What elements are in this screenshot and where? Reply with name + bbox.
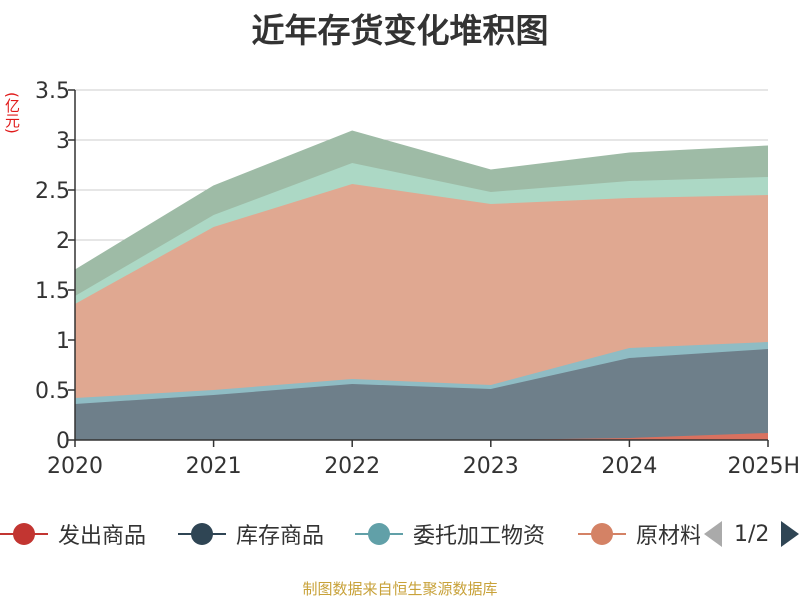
area-series-1 <box>75 349 768 440</box>
legend-label: 发出商品 <box>58 524 147 549</box>
legend-next-page-icon[interactable] <box>781 521 800 547</box>
data-source-note: 制图数据来自恒生聚源数据库 <box>302 580 498 598</box>
legend-marker <box>355 522 403 546</box>
legend-marker <box>0 522 48 546</box>
legend-label: 原材料 <box>636 524 703 549</box>
area-series-4 <box>75 163 768 304</box>
x-tick-label: 2021 <box>186 454 242 479</box>
y-axis-label: (亿元) <box>3 92 21 134</box>
area-series-5 <box>75 131 768 296</box>
x-tick-label: 2023 <box>463 454 519 479</box>
x-tick-label: 2020 <box>47 454 103 479</box>
x-tick-label: 2024 <box>601 454 657 479</box>
series-line-5 <box>74 130 769 271</box>
x-tick-label: 2022 <box>324 454 380 479</box>
legend-item-consigned-processing[interactable]: 委托加工物资 <box>355 512 545 556</box>
legend-item-dispatched-goods[interactable]: 发出商品 <box>0 512 146 556</box>
y-tick-label: 0.5 <box>35 379 70 404</box>
legend-page-indicator: 1/2 <box>734 521 770 547</box>
x-tick-label: 2025H <box>727 454 800 479</box>
area-series-3 <box>75 184 768 398</box>
legend: 发出商品 库存商品 委托加工物资 原材料 <box>0 512 800 556</box>
legend-label: 库存商品 <box>236 524 325 549</box>
legend-item-finished-goods[interactable]: 库存商品 <box>178 512 324 556</box>
y-tick-label: 1.5 <box>35 279 70 304</box>
legend-marker <box>578 522 626 546</box>
legend-pager: 1/2 <box>700 512 800 556</box>
legend-item-raw-materials[interactable]: 原材料 <box>578 512 702 556</box>
y-tick-label: 0 <box>56 429 70 454</box>
legend-prev-page-icon[interactable] <box>704 521 722 547</box>
y-tick-label: 3.5 <box>35 79 70 104</box>
stacked-area-chart: 0 0.5 1 1.5 2 2.5 3 3.5 2020 2021 2022 2023 2024 2025… <box>35 79 800 479</box>
y-tick-label: 2.5 <box>35 179 70 204</box>
chart-title: 近年存货变化堆积图 <box>251 11 549 50</box>
y-tick-label: 2 <box>56 229 70 254</box>
legend-label: 委托加工物资 <box>413 524 546 549</box>
y-tick-label: 3 <box>56 129 70 154</box>
legend-marker <box>178 522 226 546</box>
y-tick-label: 1 <box>56 329 70 354</box>
